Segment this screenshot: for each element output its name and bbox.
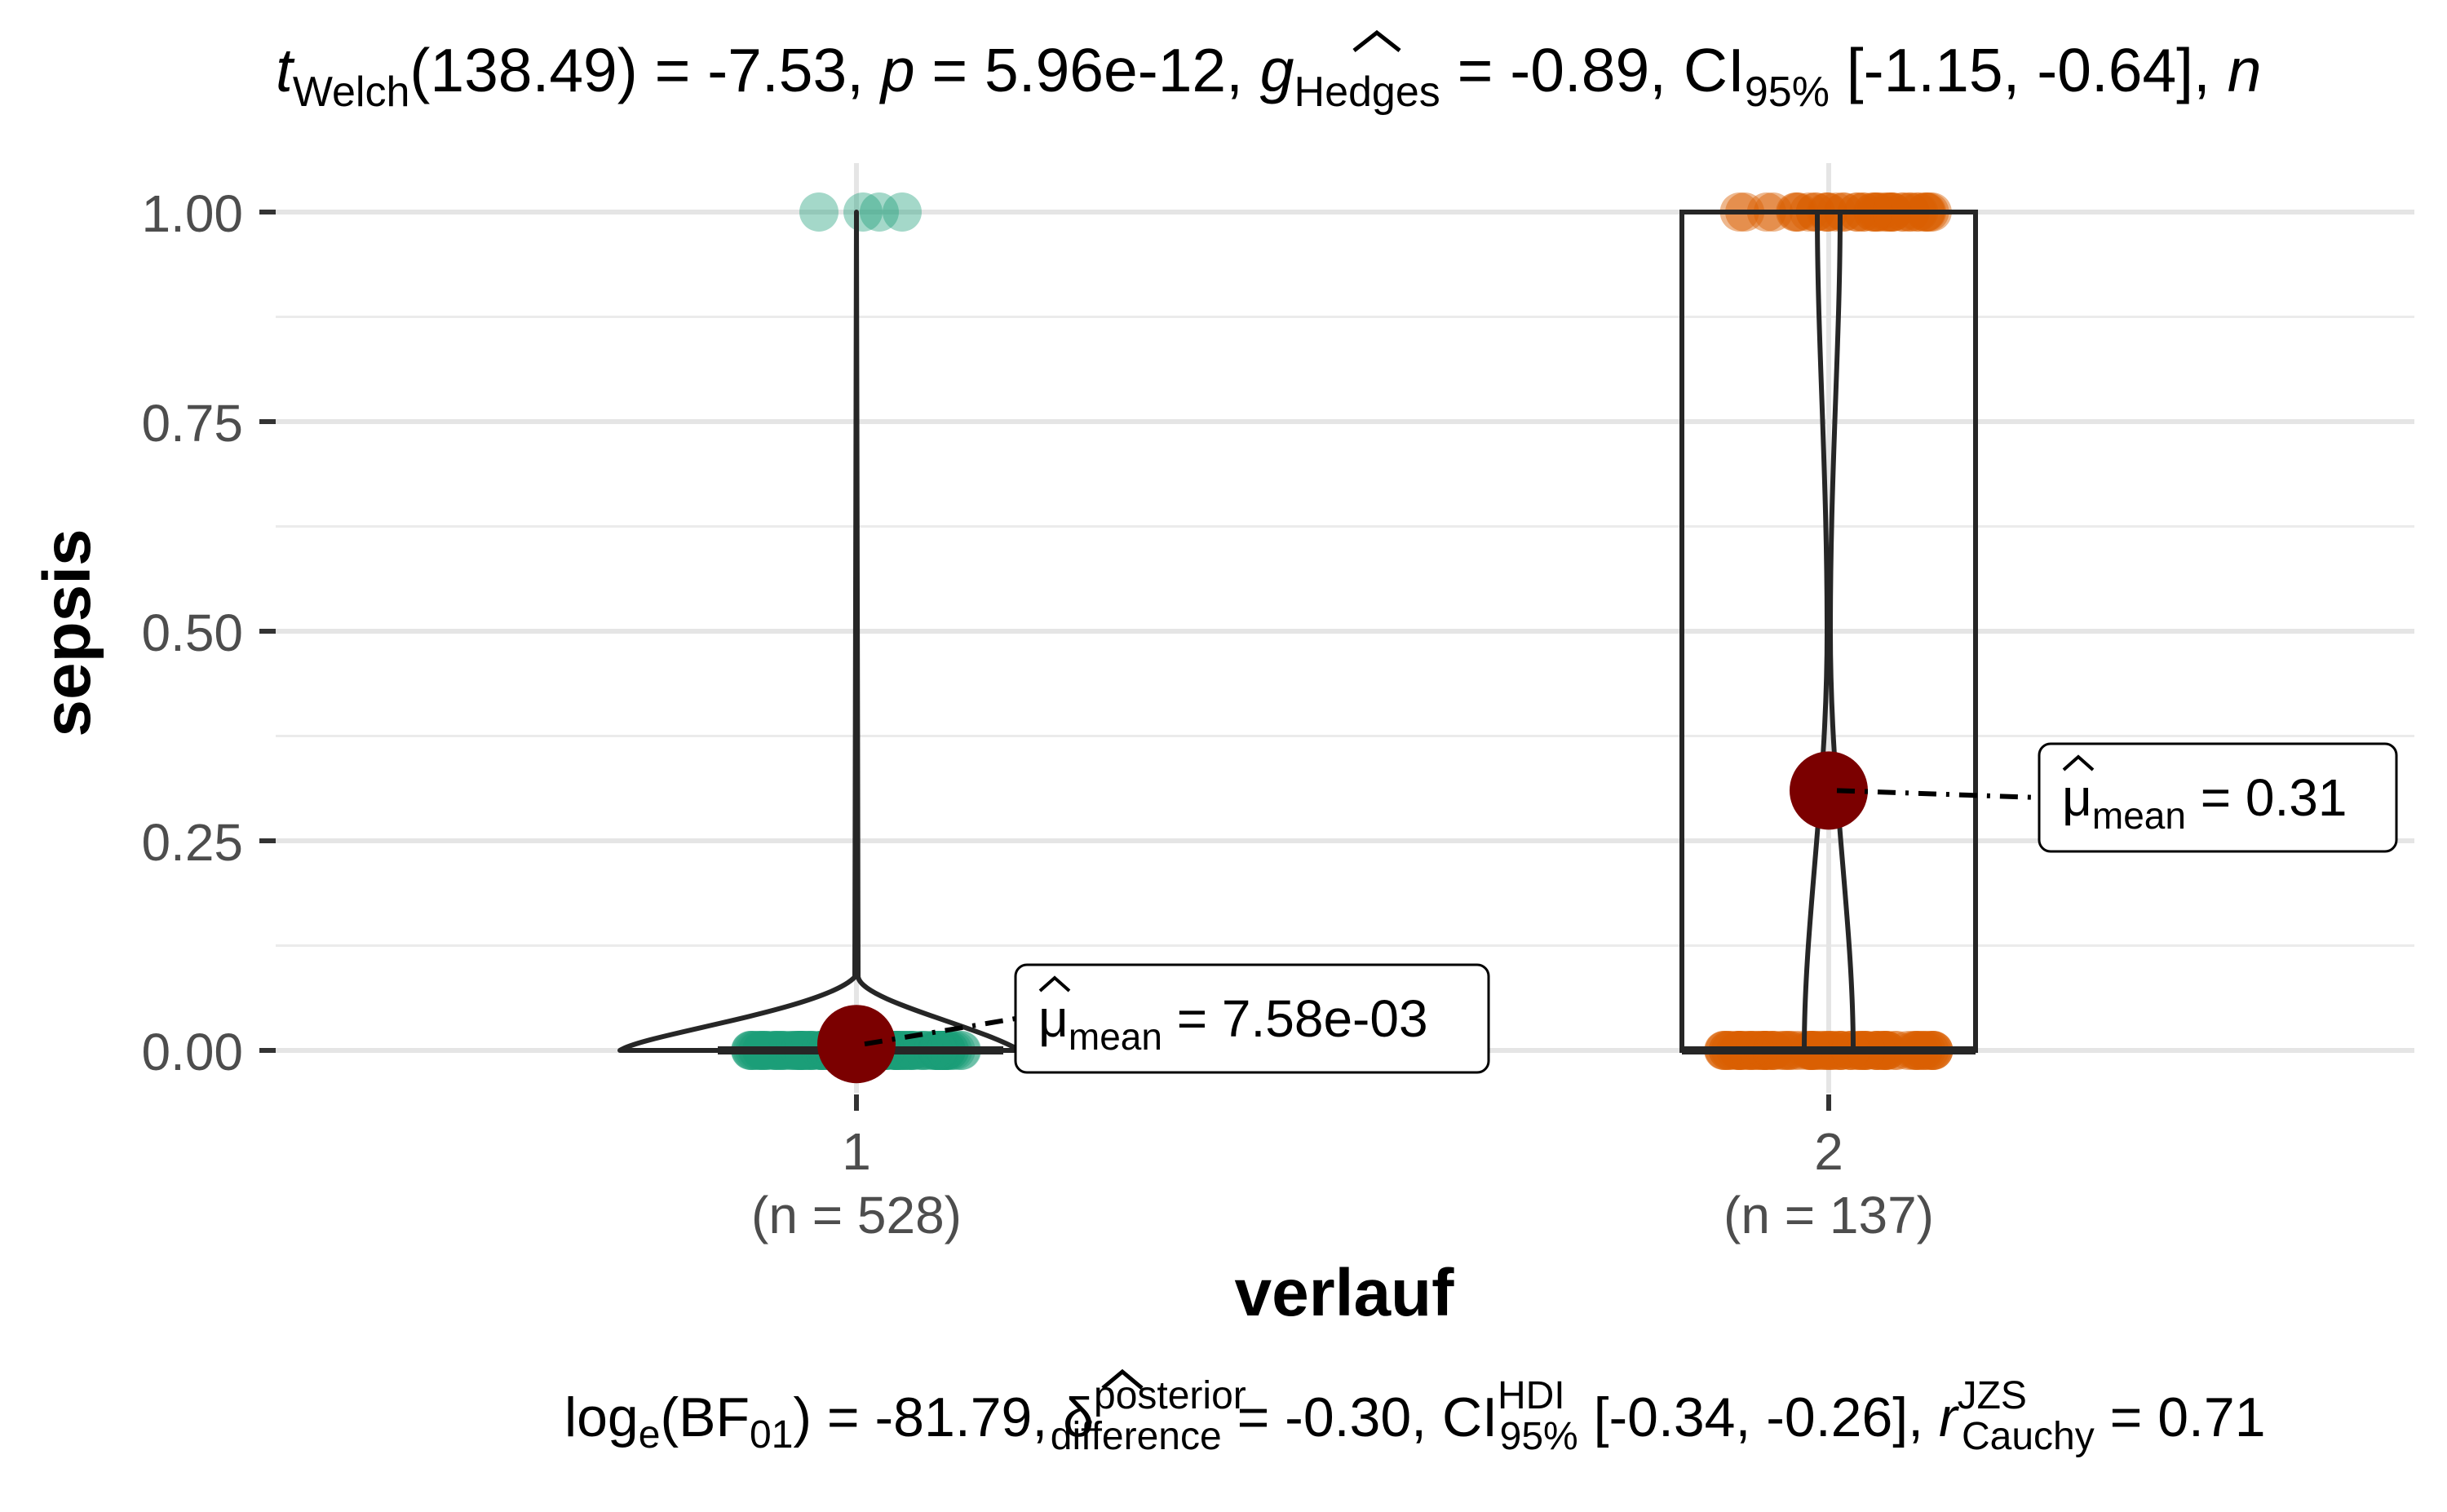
x-tick-n-label: (n = 528)	[751, 1186, 962, 1245]
y-axis-title: sepsis	[30, 528, 104, 736]
mean-point	[817, 1005, 896, 1084]
x-tick-n-label: (n = 137)	[1724, 1186, 1934, 1245]
y-tick-label: 0.75	[141, 394, 243, 453]
y-tick-label: 0.00	[141, 1023, 243, 1081]
y-tick-label: 1.00	[141, 184, 243, 243]
title-hat-accent	[1352, 29, 1401, 52]
y-tick-label: 0.50	[141, 603, 243, 662]
mean-label-box	[1014, 963, 1490, 1074]
data-point	[843, 192, 883, 232]
subtitle-hat-accent	[1101, 1368, 1144, 1390]
grid-lines	[276, 163, 2414, 1093]
data-point	[799, 192, 839, 232]
data-point	[883, 192, 922, 232]
chart-title: tWelch(138.49) = -7.53, p = 5.96e-12, gH…	[276, 36, 2261, 116]
chart-subtitle: loge(BF01) = -81.79, δposterior differenc…	[564, 1374, 2266, 1458]
violin	[617, 210, 1022, 1053]
x-axis-title: verlauf	[1235, 1256, 1455, 1330]
mean-label-box	[2038, 742, 2398, 853]
mean-point	[1790, 751, 1868, 830]
violin	[1802, 210, 1856, 1053]
mean-labels: μmean = 7.58e-03 μmean = 0.31	[864, 29, 2398, 1390]
data-point	[860, 192, 899, 232]
mean-leader-line	[1836, 788, 2040, 800]
hat-accent	[1038, 975, 1071, 993]
plot-marks	[617, 192, 1978, 1084]
y-tick-label: 0.25	[141, 813, 243, 872]
hat-accent	[2062, 754, 2095, 771]
x-tick-label: 1	[842, 1122, 871, 1181]
mean-label: μmean = 7.58e-03	[1038, 989, 1428, 1058]
mean-label: μmean = 0.31	[2062, 768, 2347, 837]
x-tick-label: 2	[1814, 1122, 1843, 1181]
axes: 0.00 0.25 0.50 0.75 1.00 1(n = 528) 2(n = 137)	[141, 184, 1934, 1245]
mean-leader-line	[864, 1016, 1016, 1047]
